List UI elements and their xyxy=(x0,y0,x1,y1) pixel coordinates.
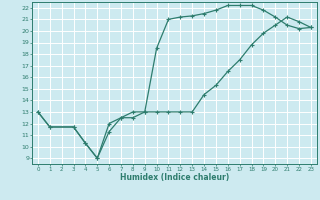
X-axis label: Humidex (Indice chaleur): Humidex (Indice chaleur) xyxy=(120,173,229,182)
